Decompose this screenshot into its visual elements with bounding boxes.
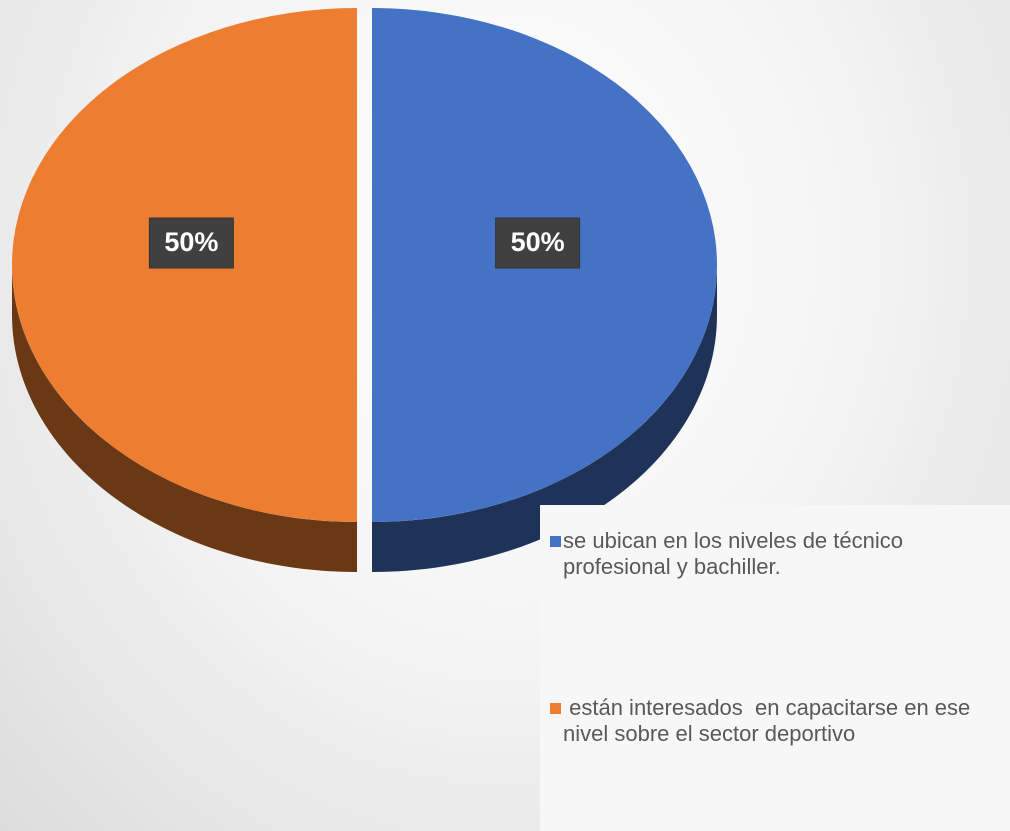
legend-item: se ubican en los niveles de técnico prof… — [550, 528, 1010, 580]
data-label: 50% — [511, 227, 565, 257]
label-box — [495, 217, 581, 269]
legend: se ubican en los niveles de técnico prof… — [540, 505, 1010, 831]
legend-label: están interesados en capacitarse en ese … — [563, 695, 977, 746]
legend-marker — [550, 536, 561, 547]
data-label: 50% — [164, 227, 218, 257]
pie-side — [12, 265, 357, 572]
legend-label: se ubican en los niveles de técnico prof… — [563, 528, 910, 579]
legend-marker — [550, 703, 561, 714]
legend-item: están interesados en capacitarse en ese … — [550, 695, 1010, 747]
label-box — [148, 217, 234, 269]
